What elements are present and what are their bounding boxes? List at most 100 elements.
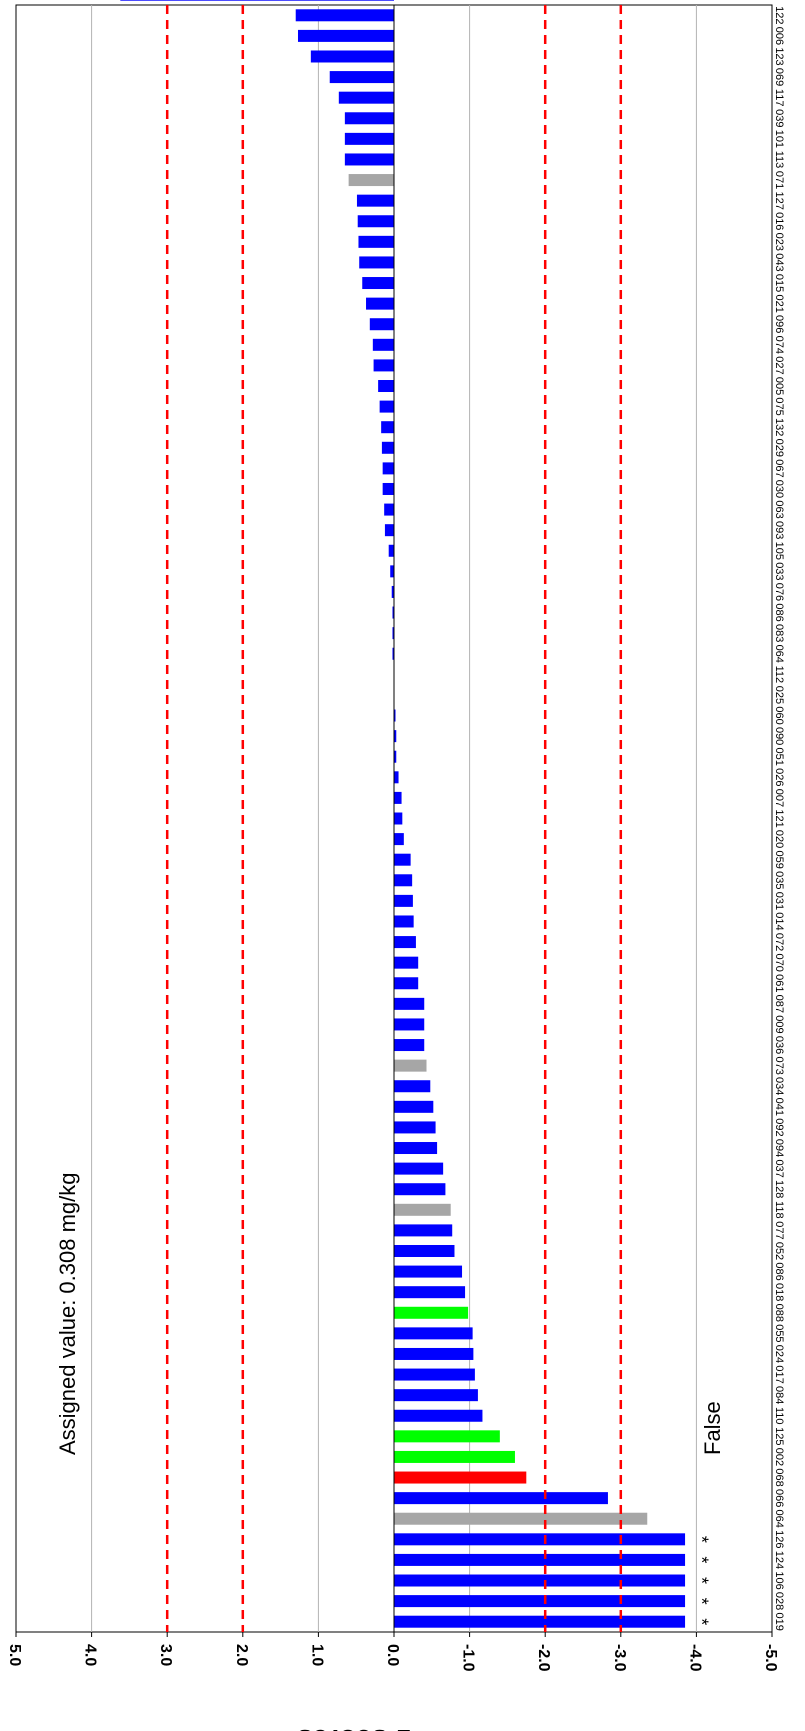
category-label: 123 [773,47,785,65]
bar-023 [358,235,394,248]
category-label: 086 [773,603,785,621]
category-label: 006 [773,27,785,45]
x-tick-label: 5.0 [6,1644,23,1666]
bar-033 [390,565,394,578]
bar-088 [394,1306,469,1319]
bar-132 [381,421,394,434]
bar-007 [394,791,402,804]
category-label: 007 [773,789,785,807]
x-tick-label: 1.0 [308,1644,325,1666]
bar-113 [344,153,394,166]
category-label: 024 [773,1345,785,1363]
category-label: 090 [773,727,785,745]
outlier-marker: * [691,1577,711,1584]
x-tick-label: 2.0 [233,1644,250,1666]
bar-090 [394,730,397,743]
bar-077 [394,1224,453,1237]
category-label: 112 [773,666,785,684]
bars [120,0,686,1628]
category-label: 051 [773,748,785,766]
category-label: 021 [773,294,785,312]
bar-066 [394,1492,608,1505]
category-label: 025 [773,686,785,704]
bar-052 [394,1244,455,1257]
bar-034 [394,1080,431,1093]
category-label: 039 [773,109,785,127]
bar-029 [381,441,394,454]
bar-084 [394,1389,478,1402]
category-label: 037 [773,1159,785,1177]
category-label: 063 [773,500,785,518]
x-tick-label: -1.0 [460,1644,477,1672]
category-label: 128 [773,1180,785,1198]
bar-059 [394,853,411,866]
bar-009 [394,1018,425,1031]
x-tick-label: -5.0 [762,1644,779,1672]
category-label: 132 [773,418,785,436]
outlier-markers: * * * * * [691,1536,711,1625]
bar-123 [310,50,394,63]
x-tick-label: -3.0 [611,1644,628,1672]
category-label: 088 [773,1304,785,1322]
bar-006 [297,29,394,42]
category-label: 027 [773,356,785,374]
category-label: 015 [773,274,785,292]
category-label: 072 [773,933,785,951]
bar-118 [394,1203,451,1216]
category-label: 127 [773,191,785,209]
x-tick-label: -2.0 [535,1644,552,1672]
bar-020 [394,833,404,846]
bar-101 [344,132,394,145]
category-label: 096 [773,315,785,333]
bar-110 [394,1409,483,1422]
bar-014 [394,915,414,928]
bar-126 [394,1533,686,1546]
category-label: 043 [773,253,785,271]
category-label: 026 [773,768,785,786]
bar-036 [394,1039,425,1052]
bar-070 [394,956,419,969]
category-label: 106 [773,1571,785,1589]
bar-043 [359,256,394,269]
category-label: 122 [773,6,785,24]
bar-076 [391,585,394,598]
bar-017 [394,1368,475,1381]
bar-015 [362,277,394,290]
bar-060 [394,709,396,722]
x-tick-label: 4.0 [82,1644,99,1666]
bar-018 [394,1286,466,1299]
category-label: 084 [773,1386,785,1404]
category-label: 077 [773,1221,785,1239]
bar-061 [394,977,419,990]
category-label: 087 [773,995,785,1013]
bar-124 [394,1553,686,1566]
category-label: 060 [773,706,785,724]
category-label: 124 [773,1551,785,1569]
bar-106 [394,1574,686,1587]
bar-117 [338,91,394,104]
category-label: 020 [773,830,785,848]
category-label: 125 [773,1427,785,1445]
bar-068 [394,1471,527,1484]
false-label: False [700,1401,725,1455]
bar-073 [394,1059,427,1072]
bar-074 [372,338,394,351]
bar-121 [394,812,403,825]
assigned-value-annotation: Assigned value: 0.308 mg/kg [55,1172,80,1455]
category-label: 064 [773,645,785,663]
x-tick-label: 0.0 [384,1644,401,1666]
outlier-marker: * [691,1618,711,1625]
bar-028 [394,1595,686,1608]
category-label: 069 [773,68,785,86]
category-label: 092 [773,1118,785,1136]
category-label: 086 [773,1262,785,1280]
category-label: 066 [773,1489,785,1507]
category-label: 118 [773,1201,785,1219]
category-label: 073 [773,1056,785,1074]
category-label: 033 [773,562,785,580]
bar-019 [394,1615,686,1628]
bar-undefined [120,0,394,1]
category-label: 059 [773,851,785,869]
bar-072 [394,936,416,949]
category-label: 101 [773,130,785,148]
